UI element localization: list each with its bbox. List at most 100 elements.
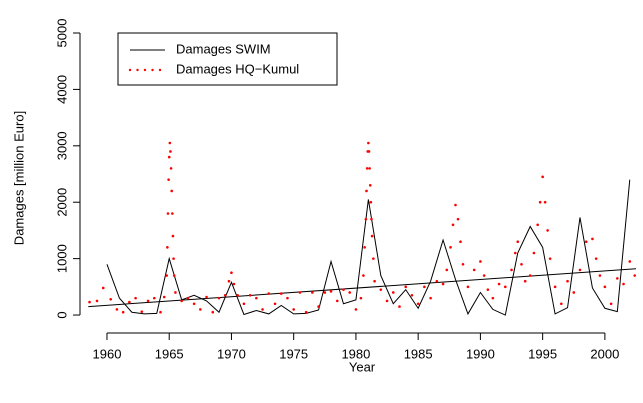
point	[304, 310, 308, 314]
point	[159, 310, 162, 314]
point	[128, 300, 131, 304]
x-tick-label: 1985	[404, 346, 433, 361]
x-tick-label: 1990	[466, 346, 495, 361]
point	[523, 279, 527, 283]
point	[416, 302, 420, 306]
point	[373, 279, 376, 283]
point	[398, 305, 401, 308]
point	[423, 285, 426, 289]
point	[286, 296, 289, 300]
point	[429, 296, 432, 300]
point	[628, 260, 632, 263]
point	[211, 310, 215, 314]
x-tick-label: 1970	[217, 346, 246, 361]
point	[486, 288, 490, 291]
point	[140, 310, 144, 313]
y-axis-label: Damages [million Euro]	[11, 111, 26, 245]
point	[441, 282, 445, 286]
point	[230, 271, 233, 275]
point	[115, 308, 119, 311]
point	[510, 268, 513, 272]
point	[279, 292, 283, 295]
point	[354, 308, 358, 311]
point	[199, 308, 202, 311]
point	[591, 237, 594, 241]
point	[584, 240, 588, 244]
point	[186, 296, 190, 300]
point	[609, 302, 613, 306]
point	[379, 288, 383, 291]
point	[348, 291, 352, 294]
point	[261, 308, 264, 311]
point	[451, 223, 455, 227]
point	[162, 295, 166, 299]
point	[541, 175, 544, 179]
point	[223, 293, 227, 297]
point	[538, 200, 542, 204]
point	[572, 291, 576, 294]
point	[532, 251, 536, 255]
point	[171, 212, 174, 215]
point	[172, 274, 176, 277]
point	[372, 257, 375, 260]
point	[566, 279, 569, 283]
point	[248, 293, 252, 297]
x-axis-label: Year	[349, 359, 376, 374]
point	[292, 308, 295, 311]
point	[578, 268, 582, 272]
point	[497, 282, 501, 286]
point	[598, 274, 602, 277]
point	[323, 291, 327, 294]
point	[520, 262, 523, 266]
x-tick-label: 1980	[341, 346, 370, 361]
point	[317, 305, 320, 308]
point	[370, 217, 373, 221]
point	[236, 293, 239, 297]
point	[329, 290, 333, 293]
point	[362, 274, 365, 277]
point	[367, 141, 370, 145]
x-tick-label: 1965	[155, 346, 184, 361]
point	[466, 285, 470, 289]
trend-line	[88, 268, 637, 308]
point	[472, 268, 476, 272]
point	[516, 240, 520, 244]
point	[134, 296, 137, 300]
point	[101, 286, 105, 290]
point	[167, 178, 170, 181]
point	[109, 297, 113, 301]
point	[232, 282, 236, 286]
x-tick-label: 1960	[93, 346, 122, 361]
point	[513, 251, 517, 255]
point	[367, 150, 371, 153]
point	[227, 279, 231, 283]
legend-box	[117, 32, 338, 86]
point	[503, 285, 507, 289]
point	[536, 223, 539, 227]
point	[622, 282, 625, 286]
point	[370, 234, 374, 238]
point	[543, 200, 547, 204]
x-tick-label: 2000	[590, 346, 619, 361]
point	[172, 257, 175, 260]
y-tick-label: 4000	[54, 75, 69, 104]
legend-label: Damages SWIM	[176, 41, 271, 56]
point	[174, 291, 177, 294]
point	[633, 274, 637, 277]
point	[435, 279, 439, 283]
point	[298, 291, 302, 294]
point	[548, 257, 552, 260]
point	[594, 257, 598, 260]
point	[616, 277, 619, 280]
point	[165, 274, 169, 277]
point	[461, 262, 465, 266]
point	[359, 296, 363, 300]
point	[342, 288, 345, 291]
point	[459, 240, 462, 244]
point	[449, 246, 452, 249]
series-line	[106, 179, 631, 316]
y-tick-label: 0	[54, 311, 69, 318]
point	[205, 295, 208, 299]
point	[365, 167, 369, 170]
point	[404, 285, 408, 289]
